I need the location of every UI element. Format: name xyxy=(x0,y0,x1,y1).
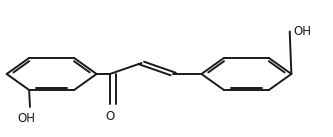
Text: O: O xyxy=(105,110,115,123)
Text: OH: OH xyxy=(293,25,311,38)
Text: OH: OH xyxy=(18,112,36,125)
